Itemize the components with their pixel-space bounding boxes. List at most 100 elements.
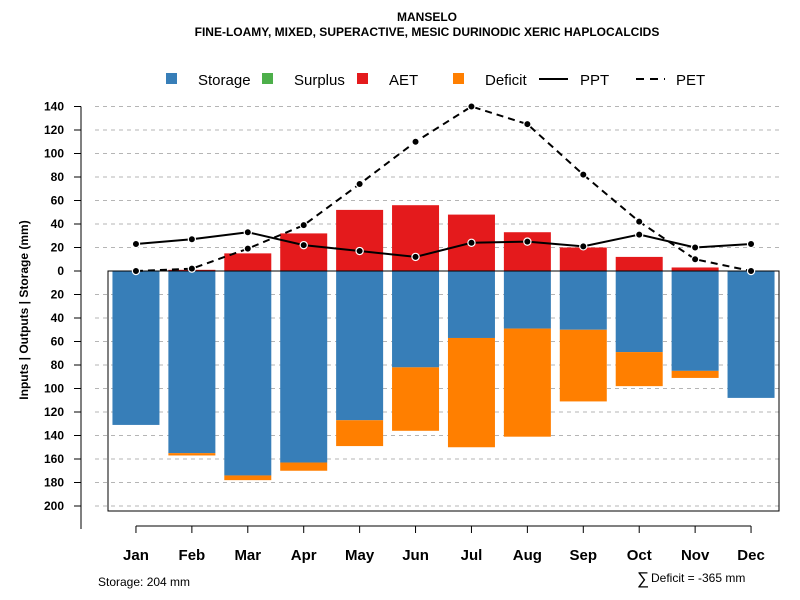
deficit-bar <box>336 420 384 447</box>
y-tick-label: 120 <box>44 405 64 419</box>
deficit-bar <box>280 462 328 471</box>
y-tick-label: 100 <box>44 382 64 396</box>
deficit-bar <box>168 453 216 456</box>
lines-group <box>131 102 756 276</box>
legend-label-deficit: Deficit <box>485 72 528 89</box>
y-tick-label: 20 <box>51 288 65 302</box>
x-tick-label: Jul <box>461 547 483 564</box>
x-tick-label: Sep <box>570 547 598 564</box>
storage-bar <box>559 271 607 330</box>
y-tick-label: 60 <box>51 194 65 208</box>
x-tick-label: Oct <box>627 547 652 564</box>
deficit-bar <box>447 337 495 448</box>
aet-bar <box>615 256 663 271</box>
ppt-point <box>411 252 420 262</box>
legend-key-deficit <box>453 73 464 84</box>
ppt-point <box>243 228 252 237</box>
y-tick-label: 180 <box>44 476 64 490</box>
x-tick-label: Aug <box>513 547 542 564</box>
pet-point <box>131 266 141 276</box>
legend-key-aet <box>357 73 368 84</box>
y-tick-label: 100 <box>44 147 64 161</box>
storage-bar <box>727 271 775 398</box>
y-tick-label: 40 <box>51 311 65 325</box>
y-axis: 1401201008060402002040608010012014016018… <box>44 100 82 529</box>
x-axis: Jan Feb Mar Apr May Jun Jul Aug Sep Oct Nov Dec <box>123 525 765 564</box>
y-tick-label: 140 <box>44 100 64 114</box>
sigma-icon: ∑ <box>637 569 649 588</box>
aet-bar <box>224 253 272 271</box>
storage-bar <box>280 271 328 463</box>
bars-group <box>112 205 775 481</box>
legend-key-surplus <box>262 73 273 84</box>
storage-bar <box>392 271 440 368</box>
aet-bar <box>559 247 607 271</box>
storage-bar <box>336 271 384 421</box>
y-tick-label: 0 <box>57 264 64 278</box>
storage-bar <box>112 271 160 425</box>
legend-label-storage: Storage <box>198 72 251 89</box>
deficit-bar <box>503 328 551 437</box>
ppt-point <box>187 235 197 244</box>
ppt-point <box>467 238 476 247</box>
legend-label-ppt: PPT <box>580 72 609 89</box>
storage-bar <box>168 271 216 454</box>
y-tick-label: 80 <box>51 170 65 184</box>
storage-bar <box>447 271 495 338</box>
x-tick-label: Jun <box>402 547 429 564</box>
pet-line <box>135 105 752 272</box>
x-tick-label: Nov <box>681 547 710 564</box>
pet-point <box>690 255 700 264</box>
storage-bar <box>671 271 719 371</box>
legend-key-storage <box>166 73 177 84</box>
y-axis-label: Inputs | Outputs | Storage (mm) <box>17 220 31 399</box>
y-tick-label: 120 <box>44 123 64 137</box>
pet-point <box>243 244 252 253</box>
deficit-bar <box>224 475 272 481</box>
deficit-footnote: Deficit = -365 mm <box>651 571 745 585</box>
ppt-line <box>135 231 752 258</box>
pet-point <box>579 170 588 179</box>
storage-bar <box>503 271 551 329</box>
pet-point <box>411 137 420 146</box>
x-tick-label: Feb <box>179 547 206 564</box>
ppt-point <box>690 243 700 252</box>
y-tick-label: 40 <box>51 217 65 231</box>
pet-point <box>355 179 364 189</box>
pet-point <box>746 266 756 276</box>
ppt-point <box>579 242 588 251</box>
legend: Storage Surplus AET Deficit PPT PET <box>166 72 705 89</box>
x-tick-label: Apr <box>291 547 317 564</box>
pet-point <box>467 102 476 111</box>
aet-bar <box>671 267 719 271</box>
chart-title: MANSELO <box>397 10 457 24</box>
x-tick-label: May <box>345 547 375 564</box>
pet-point <box>635 217 644 226</box>
ppt-point <box>131 239 141 249</box>
pet-point <box>523 119 532 129</box>
ppt-point <box>635 230 644 239</box>
legend-label-surplus: Surplus <box>294 72 345 89</box>
deficit-bar <box>559 329 607 402</box>
y-tick-label: 20 <box>51 241 65 255</box>
storage-footnote: Storage: 204 mm <box>98 575 190 589</box>
x-tick-label: Dec <box>737 547 765 564</box>
ppt-point <box>523 237 532 246</box>
y-tick-label: 200 <box>44 499 64 513</box>
aet-bar <box>280 233 328 271</box>
legend-label-aet: AET <box>389 72 418 89</box>
y-tick-label: 140 <box>44 429 64 443</box>
storage-bar <box>615 271 663 353</box>
y-tick-label: 60 <box>51 335 65 349</box>
x-tick-label: Mar <box>234 547 261 564</box>
ppt-point <box>299 240 308 250</box>
chart-subtitle: FINE-LOAMY, MIXED, SUPERACTIVE, MESIC DU… <box>195 25 660 39</box>
pet-point <box>187 264 197 273</box>
pet-point <box>299 220 308 230</box>
aet-bar <box>336 209 384 271</box>
deficit-bar <box>615 352 663 387</box>
ppt-point <box>355 246 364 256</box>
y-tick-label: 160 <box>44 452 64 466</box>
storage-bar <box>224 271 272 476</box>
